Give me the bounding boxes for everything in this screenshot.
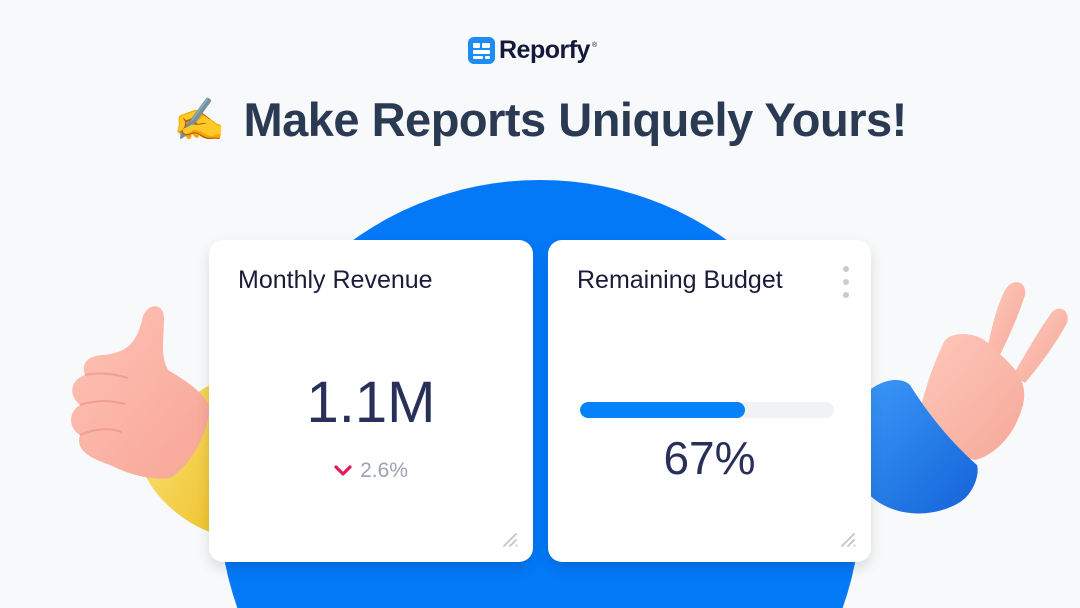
victory-hand-icon: [850, 282, 1068, 514]
revenue-delta: 2.6%: [209, 458, 533, 484]
budget-progress-bar: [580, 402, 834, 418]
page-headline: ✍️ Make Reports Uniquely Yours!: [0, 92, 1080, 148]
brand-logo: Reporfy ®: [468, 36, 597, 64]
resize-handle-icon[interactable]: [839, 530, 857, 548]
kebab-menu-icon[interactable]: [841, 266, 851, 298]
writing-hand-icon: ✍️: [173, 96, 226, 143]
card-title: Monthly Revenue: [238, 266, 433, 294]
revenue-value: 1.1M: [306, 370, 436, 435]
brick-grid-icon: [468, 36, 495, 64]
progress-fill: [580, 402, 746, 418]
registered-mark: ®: [591, 42, 598, 49]
headline-text: Make Reports Uniquely Yours!: [243, 93, 907, 146]
resize-handle-icon[interactable]: [501, 530, 519, 548]
chevron-down-icon: [334, 465, 352, 476]
thumbs-up-hand-icon: [71, 306, 210, 532]
monthly-revenue-card[interactable]: Monthly Revenue 1.1M 2.6%: [209, 240, 533, 562]
budget-percent: 67%: [663, 432, 756, 484]
delta-value: 2.6%: [360, 459, 408, 482]
brand-name: Reporfy: [499, 36, 590, 64]
remaining-budget-card[interactable]: Remaining Budget 67%: [548, 240, 871, 562]
card-title: Remaining Budget: [577, 266, 783, 294]
